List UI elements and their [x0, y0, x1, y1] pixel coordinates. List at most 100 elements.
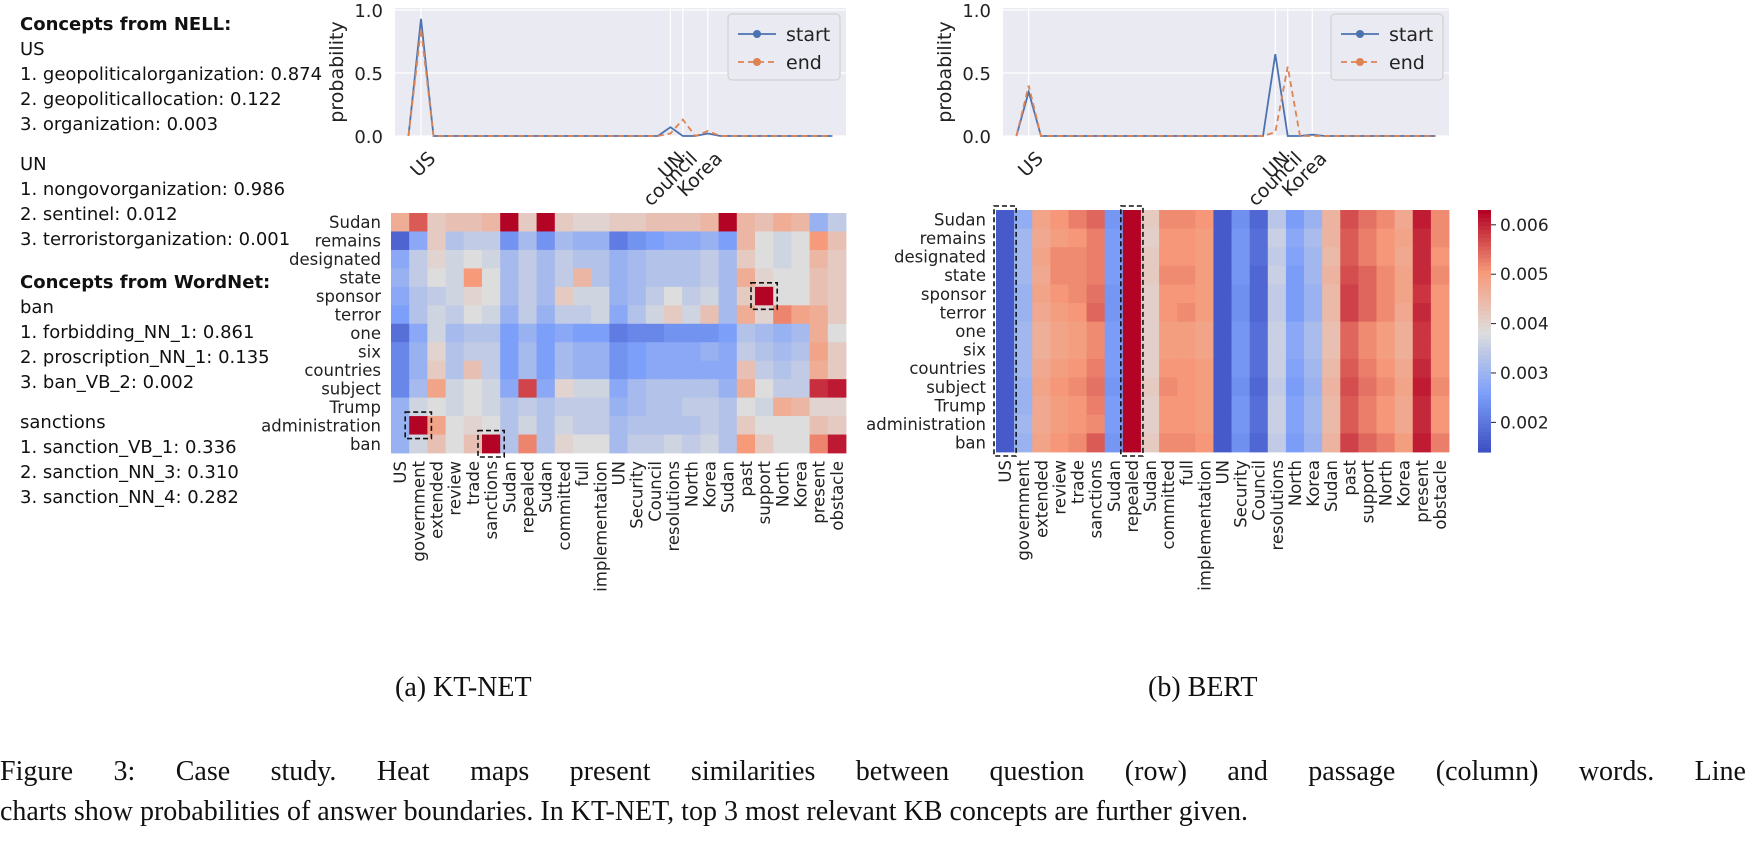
heatmap-cell	[682, 416, 701, 435]
heatmap-cell	[1068, 284, 1087, 304]
colorbar-segment	[1478, 411, 1491, 417]
heatmap-cell	[1340, 210, 1359, 230]
heatmap-cell	[1322, 396, 1341, 416]
heatmap-cell	[609, 268, 628, 288]
heatmap-cell	[554, 360, 574, 380]
nell-word: US	[20, 39, 45, 60]
nell-concept: 2. geopoliticallocation: 0.122	[20, 89, 282, 110]
heatmap-cell	[554, 434, 574, 454]
column-label: past	[1340, 459, 1359, 495]
heatmap-cell	[554, 268, 574, 288]
heatmap-cell	[591, 360, 610, 380]
heatmap-cell	[518, 397, 537, 417]
heatmap-cell	[463, 213, 483, 232]
heatmap-cell	[536, 397, 556, 417]
heatmap-cell	[1376, 321, 1396, 341]
heatmap-cell	[1213, 303, 1232, 323]
heatmap-cell	[1050, 433, 1069, 453]
heatmap-cell	[1358, 210, 1377, 230]
heatmap-cell	[791, 323, 810, 343]
heatmap-cell	[463, 286, 483, 306]
heatmap-cell	[1376, 265, 1396, 285]
heatmap-cell	[573, 249, 592, 269]
heatmap-cell	[827, 397, 847, 417]
heatmap-cell	[445, 286, 465, 306]
wordnet-concept: 2. proscription_NN_1: 0.135	[20, 347, 270, 368]
colorbar-tick-label: 0.006	[1500, 216, 1549, 236]
column-label: sanctions	[1087, 460, 1106, 538]
column-label: repealed	[1123, 460, 1142, 533]
heatmap-cell	[827, 342, 847, 362]
heatmap-cell	[409, 397, 428, 417]
colorbar-segment	[1478, 270, 1491, 276]
row-label: administration	[866, 415, 986, 434]
colorbar-segment	[1478, 391, 1491, 397]
colorbar-segment	[1478, 351, 1491, 356]
heatmap-cell	[1177, 303, 1196, 323]
heatmap-cell	[1014, 377, 1033, 397]
heatmap-cell	[645, 323, 665, 343]
heatmap-cell	[1032, 414, 1051, 434]
heatmap-cell	[996, 414, 1015, 434]
heatmap-cell	[1177, 414, 1196, 434]
colorbar-segment	[1478, 242, 1491, 247]
heatmap-cell	[1358, 414, 1377, 434]
heatmap-cell	[1159, 247, 1178, 267]
heatmap-cell	[391, 360, 410, 380]
colorbar-segment	[1478, 431, 1491, 437]
heatmap-cell	[1177, 265, 1196, 285]
heatmap-cell	[791, 379, 810, 399]
heatmap-cell	[1358, 265, 1377, 285]
wordnet-concept: 3. ban_VB_2: 0.002	[20, 372, 195, 393]
heatmap-cell	[1177, 396, 1196, 416]
heatmap-cell	[791, 416, 810, 435]
heatmap-cell	[1159, 284, 1178, 304]
subcaption-b: (b) BERT	[1148, 672, 1258, 703]
heatmap-cell	[427, 342, 446, 362]
heatmap-cell	[463, 360, 483, 380]
heatmap-cell	[591, 286, 610, 306]
row-label: Sudan	[329, 213, 381, 232]
colorbar-segment	[1478, 310, 1491, 316]
heatmap-cell	[996, 284, 1015, 304]
column-label: implementation	[591, 461, 610, 592]
row-label: six	[963, 341, 986, 360]
heatmap-cell	[573, 379, 592, 399]
highlight-box	[404, 411, 433, 440]
heatmap-cell	[1322, 414, 1341, 434]
column-label: review	[1050, 460, 1069, 515]
heatmap-cell	[682, 397, 701, 417]
colorbar-segment	[1478, 387, 1491, 393]
heatmap-cell	[755, 305, 774, 325]
heatmap-cell	[1285, 247, 1305, 267]
heatmap-cell	[736, 379, 756, 399]
heatmap-cell	[1159, 303, 1178, 323]
heatmap-cell	[1140, 396, 1160, 416]
heatmap-cell	[1104, 228, 1124, 248]
heatmap-cell	[1267, 396, 1287, 416]
heatmap-cell	[1267, 358, 1287, 378]
heatmap-cell	[1068, 433, 1087, 453]
row-label: subject	[926, 378, 986, 397]
heatmap-cell	[755, 268, 774, 288]
heatmap-cell	[1104, 321, 1124, 341]
heatmap-cell	[609, 213, 628, 232]
heatmap-cell	[391, 268, 410, 288]
heatmap-cell	[1340, 340, 1359, 360]
heatmap-cell	[1122, 396, 1142, 416]
heatmap-cell	[1285, 303, 1305, 323]
heatmap-cell	[700, 231, 719, 251]
heatmap-cell	[463, 397, 483, 417]
heatmap-cell	[718, 323, 738, 343]
column-label: Council	[1250, 460, 1269, 521]
heatmap-cell	[1249, 358, 1269, 378]
heatmap-cell	[1050, 303, 1069, 323]
heatmap-cell	[1177, 210, 1196, 230]
heatmap-cell	[391, 434, 410, 454]
heatmap-cell	[645, 249, 665, 269]
heatmap-cell	[755, 342, 774, 362]
heatmap-cell	[1249, 228, 1269, 248]
heatmap-cell	[1231, 228, 1251, 248]
heatmap-cell	[996, 228, 1015, 248]
heatmap-cell	[482, 249, 501, 269]
